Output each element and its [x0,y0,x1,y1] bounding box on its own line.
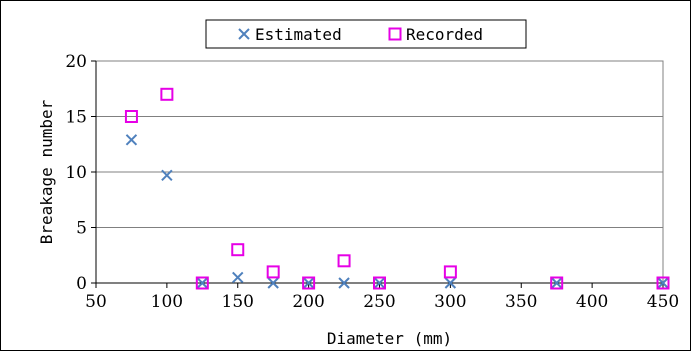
recorded-point [373,276,386,290]
recorded-point [550,276,564,290]
recorded-point [337,254,351,268]
x-tick-label: 150 [222,292,254,312]
estimated-point [657,277,669,289]
legend-marker-estimated [238,28,250,40]
grid-layer [96,116,663,228]
y-tick-label: 10 [65,163,87,183]
axis-layer: 0 5 10 15 20 50 100 150 200 250 300 350 400 450 [65,52,679,312]
legend: Estimated Recorded [205,19,527,49]
estimated-point [232,271,244,284]
legend-items: Estimated Recorded [238,25,483,44]
series-recorded [124,87,670,290]
estimated-point [550,277,563,289]
x-tick-label: 200 [292,292,324,312]
y-tick-label: 5 [76,219,87,239]
estimated-point [161,169,173,182]
estimated-point [302,277,315,289]
legend-item-recorded: Recorded [388,25,483,44]
recorded-point [195,276,209,290]
y-tick-label: 20 [65,52,87,72]
recorded-point [443,265,457,279]
recorded-point [302,276,316,290]
y-tick-label: 0 [76,274,87,294]
series-layer [124,87,670,290]
recorded-point [266,265,280,279]
estimated-point [125,134,138,146]
legend-marker-recorded [388,27,402,41]
legend-label-recorded: Recorded [406,25,483,44]
estimated-point [196,277,209,289]
x-tick-label: 400 [576,292,608,312]
recorded-point [231,243,245,257]
recorded-point [160,87,174,101]
recorded-point [124,110,138,123]
x-axis-label: Diameter (mm) [327,329,452,348]
recorded-point [656,276,670,290]
legend-box [205,19,527,49]
y-axis-label: Breakage number [37,99,56,244]
x-tick-label: 450 [647,292,679,312]
estimated-point [373,277,386,289]
x-tick-label: 100 [151,292,183,312]
legend-label-estimated: Estimated [255,25,342,44]
x-tick-label: 300 [434,292,466,312]
estimated-point [338,277,350,289]
estimated-point [267,277,279,289]
series-estimated [125,134,669,289]
x-tick-label: 250 [363,292,395,312]
x-tick-label: 50 [85,292,107,312]
y-tick-label: 15 [65,108,87,128]
legend-item-estimated: Estimated [238,25,342,44]
x-tick-label: 350 [505,292,537,312]
estimated-point [444,277,457,289]
